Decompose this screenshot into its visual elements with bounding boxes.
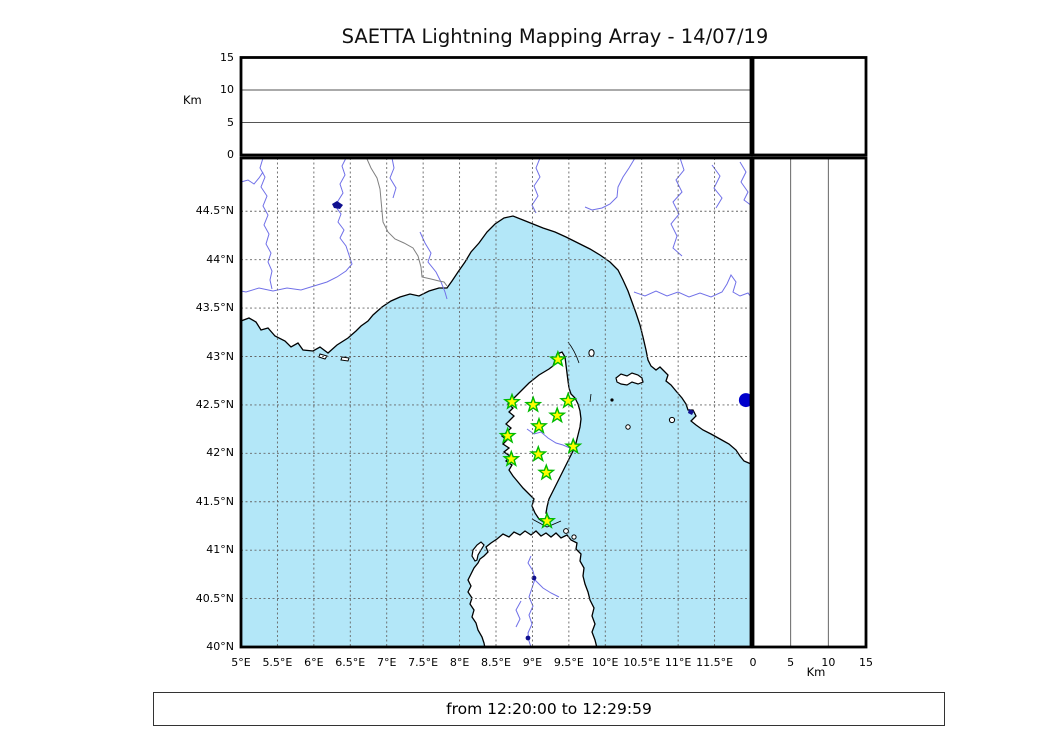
caprera-island	[571, 534, 577, 540]
km-axis-label-bottom: Km	[806, 665, 826, 679]
lat-tick-label: 42°N	[206, 446, 234, 460]
km-axis-label-top: Km	[183, 93, 202, 107]
giglio-island	[668, 416, 676, 424]
map-graticule	[241, 158, 751, 647]
sardinia-island	[467, 530, 598, 647]
alt-tick-label-right: 15	[859, 656, 873, 669]
lon-tick-label: 5°E	[231, 656, 251, 669]
lat-tick-label: 41.5°N	[195, 494, 234, 508]
asinara-island	[471, 541, 485, 562]
right-panel-gridlines	[790, 158, 829, 647]
elba-island	[615, 372, 644, 386]
alt-tick-label-right: 0	[749, 656, 757, 669]
station-markers	[498, 349, 583, 529]
lat-tick-label: 40.5°N	[195, 591, 234, 605]
alt-tick-label-top: 15	[220, 50, 234, 64]
lon-tick-label: 7.5°E	[408, 656, 439, 669]
station-star	[502, 392, 522, 410]
alt-tick-label-top: 10	[220, 83, 234, 96]
montecristo-island	[625, 424, 631, 430]
station-star	[559, 391, 578, 409]
station-star	[502, 449, 521, 467]
station-star	[524, 395, 543, 413]
station-star	[537, 463, 556, 481]
corsica-island	[500, 351, 582, 524]
sea-polygon	[241, 215, 751, 647]
station-star	[537, 511, 557, 529]
lat-tick-label: 44.5°N	[195, 204, 234, 218]
right-altitude-panel-border	[751, 156, 868, 649]
lon-tick-label: 7°E	[376, 656, 397, 669]
top-altitude-panel-border	[239, 56, 753, 157]
rivers	[241, 158, 751, 300]
lon-tick-label: 11°E	[664, 656, 692, 669]
station-star	[548, 406, 567, 424]
lon-tick-label: 8.5°E	[481, 656, 511, 669]
bonifacio-strait-line	[531, 518, 562, 528]
pianosa-island	[610, 398, 614, 402]
top-panel-gridlines	[241, 89, 751, 123]
capraia-island	[588, 349, 595, 357]
top-altitude-panel	[241, 57, 751, 155]
histogram-panel	[751, 56, 868, 157]
corsica-river	[526, 428, 571, 449]
right-altitude-panel	[753, 158, 866, 647]
lat-tick-label: 42.5°N	[195, 397, 234, 411]
lon-tick-label: 11.5°E	[696, 656, 734, 669]
station-star	[564, 437, 583, 455]
lat-tick-label: 41°N	[206, 543, 234, 557]
alt-tick-label-right: 5	[787, 656, 795, 669]
time-range-label: from 12:20:00 to 12:29:59	[446, 700, 652, 718]
lat-tick-label: 43.5°N	[195, 301, 234, 315]
lakes	[332, 201, 694, 641]
sardinia-rivers	[515, 555, 560, 647]
station-star	[548, 349, 568, 368]
map-content	[241, 158, 751, 647]
alt-tick-label-right: 10	[821, 656, 836, 669]
time-range-box: from 12:20:00 to 12:29:59	[153, 692, 945, 726]
lon-tick-label: 9°E	[522, 656, 543, 669]
map-panel-border	[239, 156, 753, 649]
lat-tick-label: 40°N	[206, 640, 234, 653]
lon-tick-label: 8°E	[449, 656, 470, 669]
lon-tick-label: 6°E	[304, 656, 324, 669]
station-star	[529, 444, 548, 463]
station-star	[530, 416, 549, 434]
coast-detail-line-2	[589, 393, 592, 403]
lat-tick-label: 44°N	[206, 252, 234, 266]
lon-tick-label: 10.5°E	[623, 656, 661, 669]
source-dot	[738, 393, 751, 408]
small-islands	[318, 341, 676, 562]
lightning-sources	[738, 393, 751, 408]
lon-tick-label: 9.5°E	[553, 656, 584, 669]
alt-tick-label-top: 5	[227, 115, 234, 129]
station-star	[498, 426, 517, 444]
maddalena-island	[563, 528, 569, 534]
lat-tick-label: 43°N	[206, 349, 234, 363]
lon-tick-label: 6.5°E	[335, 656, 366, 669]
country-border	[366, 158, 448, 287]
page-title: SAETTA Lightning Mapping Array - 14/07/1…	[341, 25, 769, 48]
lon-tick-label: 5.5°E	[262, 656, 293, 669]
hyeres-island-2	[340, 356, 350, 362]
alt-tick-label-top: 0	[227, 148, 234, 161]
lon-tick-label: 10°E	[592, 656, 619, 669]
